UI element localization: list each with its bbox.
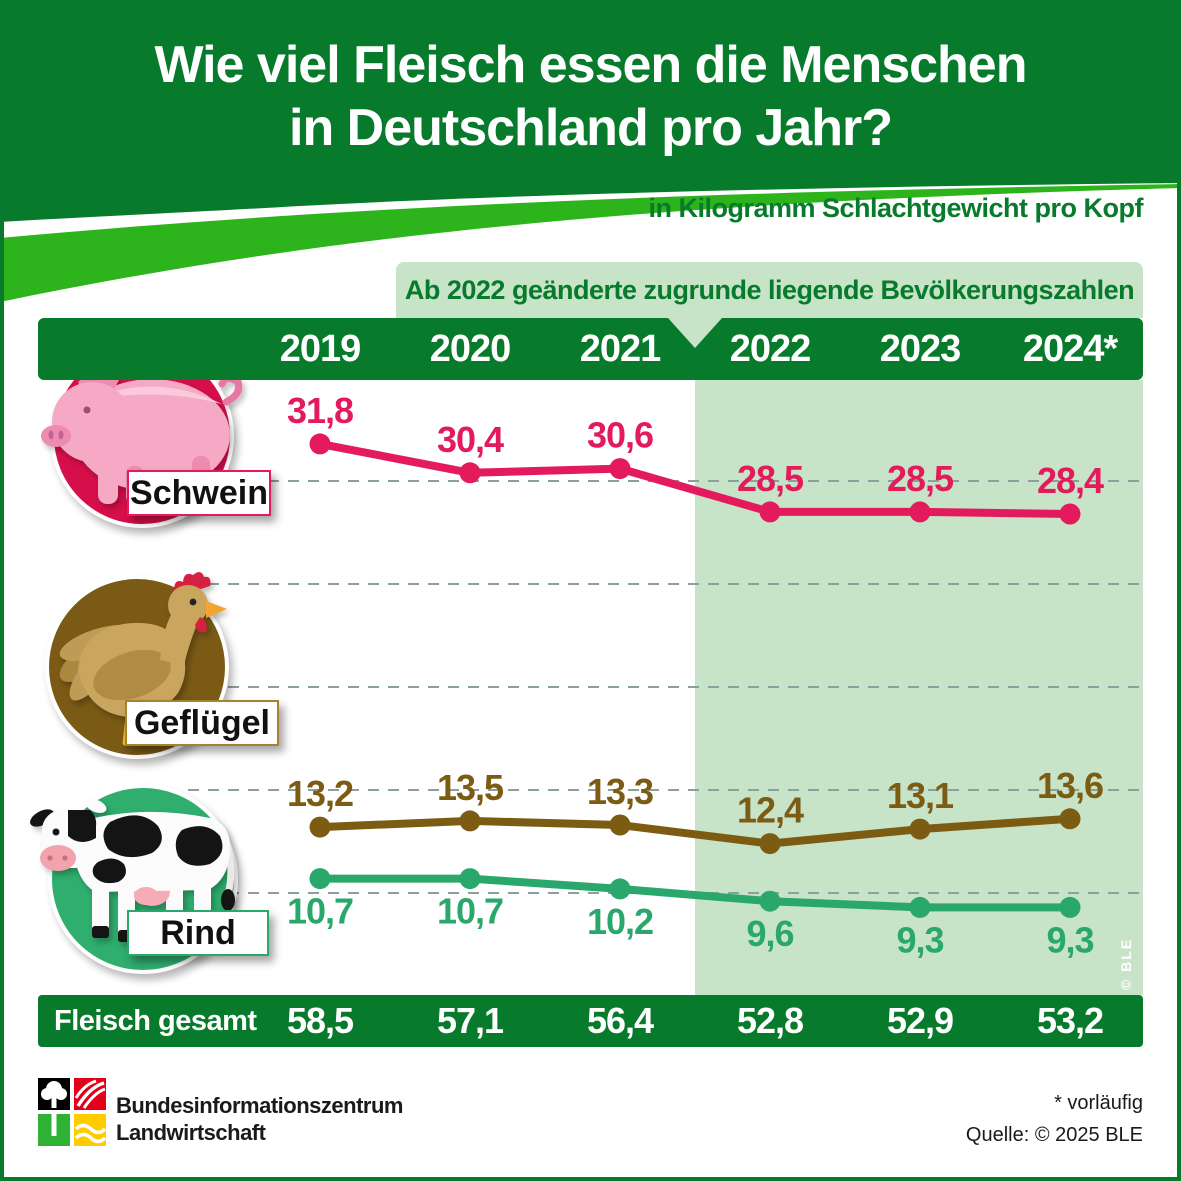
- note-band-notch: [668, 318, 722, 348]
- value-label: 13,2: [287, 773, 353, 814]
- schwein-label: Schwein: [127, 470, 271, 516]
- totals-row-label: Fleisch gesamt: [54, 1005, 257, 1037]
- data-point: [909, 501, 931, 523]
- data-point: [309, 816, 331, 838]
- value-label: 13,3: [587, 771, 653, 812]
- value-label: 10,7: [437, 891, 503, 932]
- data-point: [909, 896, 931, 918]
- header-swoosh-graphic: [0, 0, 1181, 302]
- total-value: 53,2: [1036, 1000, 1104, 1041]
- value-label: 13,6: [1037, 765, 1103, 806]
- data-point: [459, 462, 481, 484]
- data-point: [459, 810, 481, 832]
- series-line-geflügel: [316, 814, 1074, 848]
- year-label: 2023: [879, 328, 962, 370]
- series-line-rind: [316, 874, 1074, 912]
- population-note-band: Ab 2022 geänderte zugrunde liegende Bevö…: [396, 262, 1143, 318]
- value-label: 13,1: [887, 775, 954, 816]
- data-point: [609, 458, 631, 480]
- data-point: [309, 433, 331, 455]
- year-label: 2019: [279, 328, 362, 370]
- data-point: [1059, 808, 1081, 830]
- page-title-line1: Wie viel Fleisch essen die Menschen: [154, 36, 1027, 94]
- chart-unit-subtitle: in Kilogramm Schlachtgewicht pro Kopf: [648, 193, 1143, 223]
- year-header-bar: 2019 2020 2021 2022 2023 2024*: [38, 318, 1143, 380]
- data-point: [459, 868, 481, 890]
- value-label: 9,6: [746, 913, 793, 954]
- cow-icon: [30, 799, 235, 942]
- data-point: [309, 868, 331, 890]
- value-label: 28,4: [1037, 460, 1104, 501]
- total-value: 56,4: [586, 1000, 654, 1041]
- series-line-schwein: [316, 439, 1074, 518]
- preliminary-footnote: * vorläufig: [1054, 1092, 1143, 1114]
- totals-bar: Fleisch gesamt 58,5 57,1 56,4 52,8 52,9 53,2: [38, 995, 1143, 1047]
- bzl-logo: [38, 1078, 106, 1146]
- rind-label: Rind: [127, 910, 269, 956]
- data-point: [1059, 896, 1081, 918]
- total-value: 58,5: [286, 1000, 354, 1041]
- value-label: 28,5: [737, 458, 804, 499]
- value-label: 9,3: [896, 919, 943, 960]
- value-label: 13,5: [437, 767, 504, 808]
- chicken-icon: [59, 571, 227, 746]
- data-point: [609, 814, 631, 836]
- value-label: 12,4: [737, 790, 804, 831]
- ble-watermark: © BLE: [1118, 937, 1134, 990]
- org-name-line2: Landwirtschaft: [116, 1120, 266, 1145]
- gefluegel-label: Geflügel: [125, 700, 279, 746]
- value-label: 28,5: [887, 458, 954, 499]
- data-point: [759, 890, 781, 912]
- data-point: [1059, 503, 1081, 525]
- total-value: 57,1: [436, 1000, 504, 1041]
- rind-badge: [30, 778, 240, 974]
- value-label: 31,8: [287, 390, 353, 431]
- org-name: Bundesinformationszentrum Landwirtschaft: [116, 1092, 403, 1146]
- year-label: 2021: [579, 328, 662, 370]
- page-title-line2: in Deutschland pro Jahr?: [289, 99, 893, 157]
- year-label: 2024*: [1022, 328, 1118, 370]
- value-label: 9,3: [1046, 919, 1093, 960]
- year-label: 2020: [429, 328, 512, 370]
- year-label: 2022: [729, 328, 812, 370]
- total-value: 52,8: [736, 1000, 804, 1041]
- source-credit: Quelle: © 2025 BLE: [965, 1124, 1143, 1146]
- data-point: [759, 501, 781, 523]
- value-label: 10,7: [287, 891, 353, 932]
- value-label: 30,4: [437, 419, 504, 460]
- page-title: Wie viel Fleisch essen die Menschen in D…: [0, 34, 1181, 160]
- org-name-line1: Bundesinformationszentrum: [116, 1093, 403, 1118]
- value-label: 30,6: [587, 415, 653, 456]
- data-point: [609, 878, 631, 900]
- total-value: 52,9: [886, 1000, 954, 1041]
- data-point: [759, 833, 781, 855]
- value-label: 10,2: [587, 901, 653, 942]
- data-point: [909, 818, 931, 840]
